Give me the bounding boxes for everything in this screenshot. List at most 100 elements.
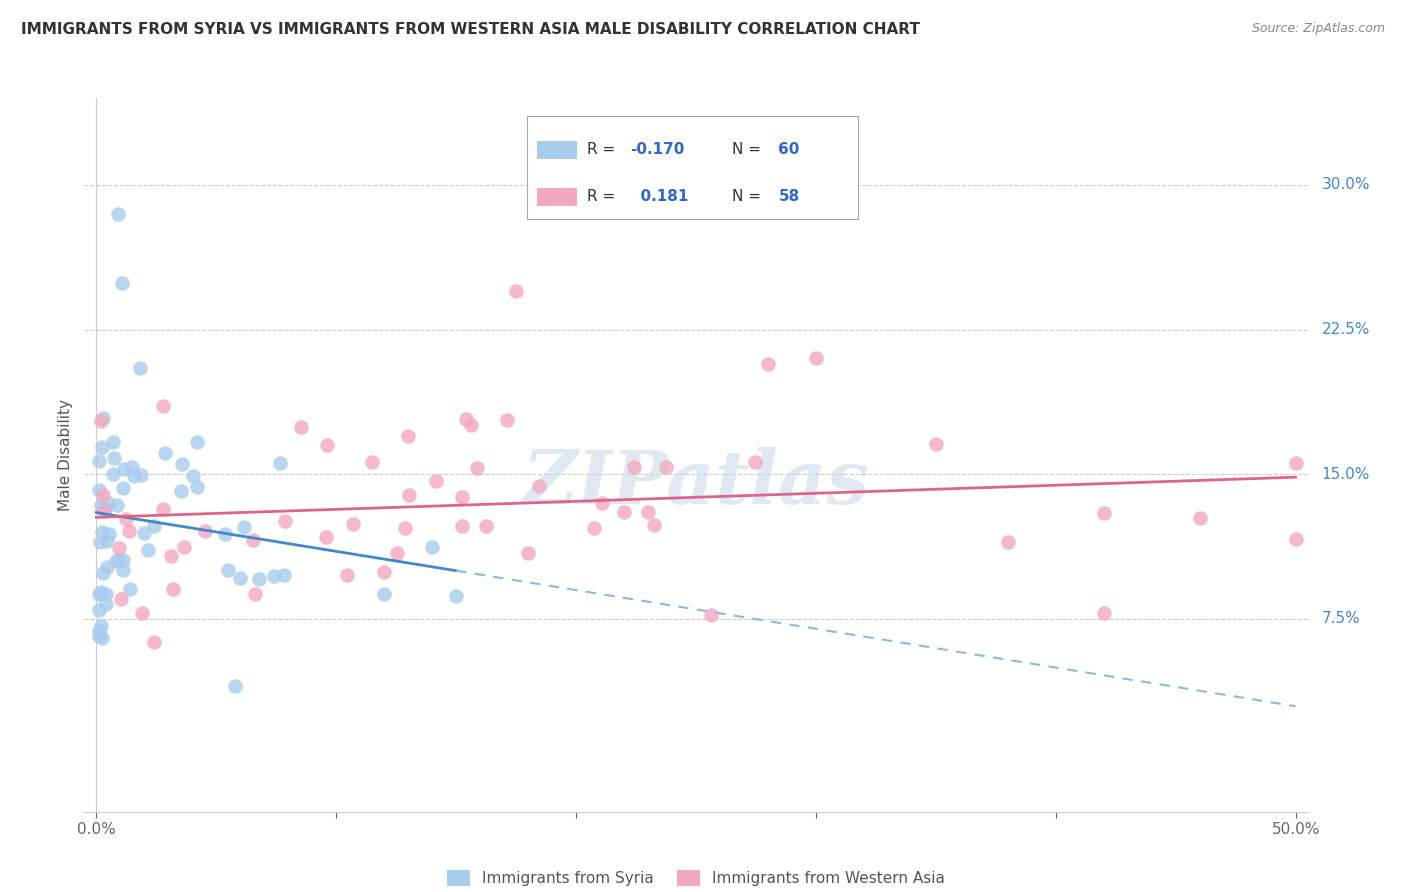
Point [273,568,295,582]
Text: IMMIGRANTS FROM SYRIA VS IMMIGRANTS FROM WESTERN ASIA MALE DISABILITY CORRELATIO: IMMIGRANTS FROM SYRIA VS IMMIGRANTS FROM… [21,22,920,37]
Point [997,534,1019,549]
Point [232,520,254,534]
Point [111,563,134,577]
Point [93,504,115,518]
Point [360,455,382,469]
Point [96,560,118,574]
Point [155,445,177,459]
Point [450,519,472,533]
Point [103,450,125,465]
Point [247,572,270,586]
Point [87,483,110,497]
Text: R =: R = [586,189,620,204]
Point [136,542,159,557]
Point [398,488,420,502]
Text: 60: 60 [779,143,800,157]
Point [118,524,141,538]
Legend: Immigrants from Syria, Immigrants from Western Asia: Immigrants from Syria, Immigrants from W… [447,871,945,886]
Point [373,565,395,579]
Point [496,413,519,427]
Point [1092,507,1115,521]
Point [224,679,246,693]
Point [105,554,128,568]
Text: Source: ZipAtlas.com: Source: ZipAtlas.com [1251,22,1385,36]
Bar [537,188,576,206]
Point [242,533,264,548]
Point [98,527,121,541]
Point [385,546,408,560]
Point [152,399,174,413]
Point [101,435,124,450]
Text: 58: 58 [779,189,800,204]
Point [90,498,112,512]
Point [373,587,395,601]
Point [613,505,636,519]
Point [90,524,112,539]
Point [107,553,129,567]
Text: N =: N = [733,189,766,204]
Point [582,521,605,535]
Point [122,468,145,483]
Point [91,488,114,502]
Point [96,587,118,601]
Point [115,512,138,526]
Point [183,468,205,483]
Point [131,607,153,621]
Text: R =: R = [586,143,620,157]
Point [105,498,128,512]
Point [96,533,118,548]
Text: 30.0%: 30.0% [1322,178,1369,193]
Point [217,563,239,577]
Point [101,467,124,482]
Point [643,518,665,533]
Point [756,357,779,371]
Text: 7.5%: 7.5% [1322,611,1361,626]
Point [107,207,129,221]
Point [342,516,364,531]
Point [108,541,131,556]
Point [89,629,111,643]
Point [467,461,489,475]
Point [91,631,114,645]
Point [89,535,111,549]
Point [444,590,467,604]
Point [143,635,166,649]
Point [425,474,447,488]
Point [112,553,135,567]
Point [90,414,112,428]
Point [111,481,134,495]
Point [637,505,659,519]
Point [112,462,135,476]
Point [243,587,266,601]
Point [517,546,540,560]
Point [925,437,948,451]
Point [186,480,208,494]
Point [1188,511,1211,525]
Point [87,454,110,468]
Point [128,361,150,376]
Point [1284,532,1306,546]
Point [744,455,766,469]
Point [655,459,678,474]
Point [173,540,195,554]
Point [170,457,193,471]
Point [1092,606,1115,620]
Y-axis label: Male Disability: Male Disability [58,399,73,511]
Point [90,619,112,633]
Text: -0.170: -0.170 [630,143,685,157]
Point [91,440,114,454]
Point [527,479,550,493]
Bar [537,141,576,159]
Point [143,518,166,533]
Point [194,524,217,538]
Point [454,412,477,426]
Point [420,540,443,554]
Point [394,521,416,535]
Point [129,468,152,483]
Point [90,584,112,599]
Point [91,410,114,425]
Point [505,284,527,298]
Point [336,567,359,582]
Point [97,496,120,510]
Point [111,277,134,291]
